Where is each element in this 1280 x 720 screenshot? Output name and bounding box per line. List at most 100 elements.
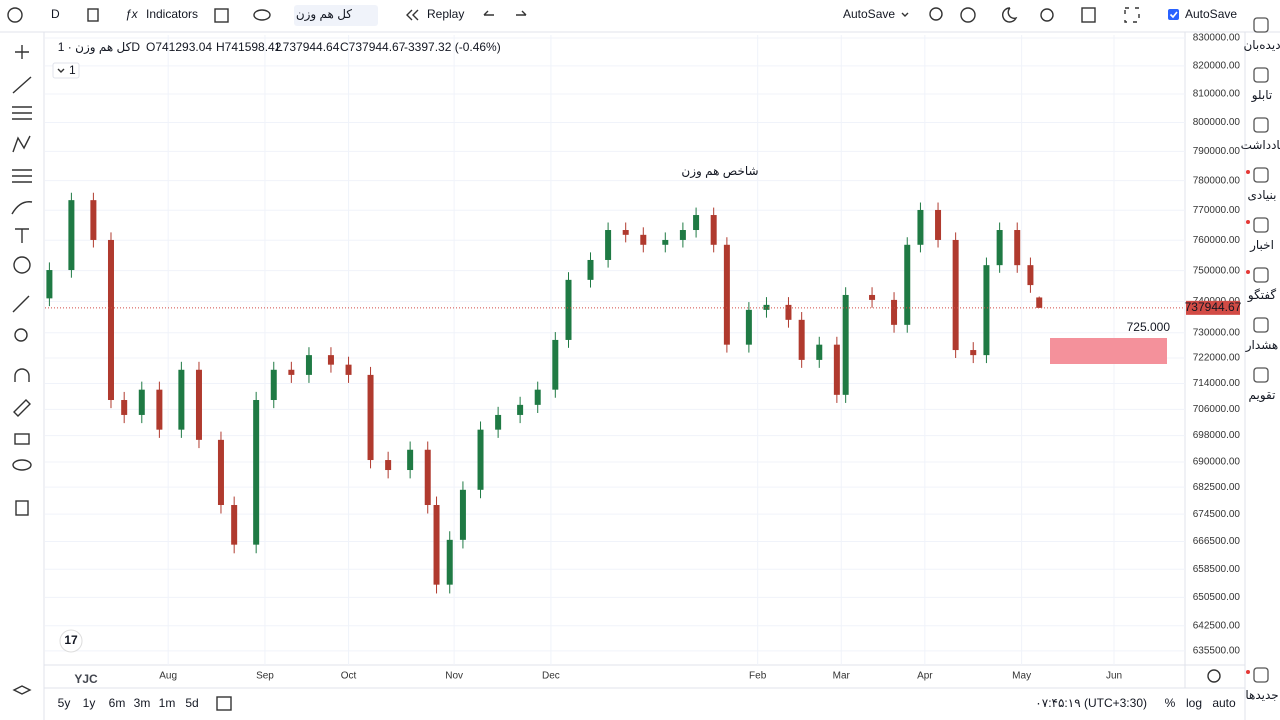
- candle-body: [424, 449, 431, 506]
- x-tick-label: May: [1012, 671, 1031, 682]
- goto-date-button[interactable]: [216, 696, 232, 711]
- candle-body: [534, 389, 541, 405]
- candle-body: [477, 429, 484, 490]
- chart-type-button[interactable]: [87, 8, 99, 22]
- delete-tool[interactable]: [15, 500, 29, 516]
- x-tick-label: Dec: [542, 671, 560, 682]
- drawing-tools: [11, 45, 33, 695]
- crosshair-tool[interactable]: [15, 45, 29, 59]
- x-tick-label: Sep: [256, 671, 274, 682]
- candle-body: [253, 400, 260, 545]
- y-tick-label: 666500.00: [1193, 536, 1241, 547]
- brush-tool[interactable]: [11, 201, 33, 215]
- sidebar-icon[interactable]: [1253, 267, 1269, 283]
- candle-body: [983, 265, 990, 356]
- replay-button[interactable]: Replay: [427, 7, 464, 21]
- candle-body: [459, 489, 466, 540]
- candle-body: [195, 369, 202, 440]
- plot-area: [45, 35, 1185, 665]
- last-price-label: 737944.67: [1185, 300, 1242, 314]
- prediction-tool[interactable]: [12, 169, 32, 183]
- tv-logo-mark: 17: [64, 633, 78, 647]
- auto-button[interactable]: auto: [1212, 696, 1236, 710]
- symbol-box[interactable]: [294, 5, 378, 26]
- range-button[interactable]: 6m: [109, 696, 126, 710]
- candle-body: [367, 374, 374, 461]
- replay-icon: [406, 9, 419, 21]
- candle-body: [138, 389, 145, 415]
- candle-body: [517, 404, 524, 415]
- sidebar-icon[interactable]: [1253, 217, 1269, 233]
- y-tick-label: 750000.00: [1193, 265, 1241, 276]
- range-button[interactable]: 5d: [185, 696, 198, 710]
- clock: ۰۷:۴۵:۱۹ (UTC+3:30): [1035, 696, 1147, 710]
- candle-body: [107, 239, 114, 401]
- candle-body: [869, 294, 876, 300]
- redo-button[interactable]: [516, 10, 527, 16]
- text-tool[interactable]: [15, 228, 29, 243]
- top-bar: [0, 0, 1280, 32]
- axis-settings[interactable]: [1207, 669, 1221, 683]
- undo-button[interactable]: [483, 10, 494, 16]
- y-tick-label: 722000.00: [1193, 353, 1241, 364]
- add-symbol-button[interactable]: [7, 7, 23, 23]
- notification-dot: [1246, 270, 1250, 274]
- indicators-button[interactable]: Indicators: [146, 7, 198, 21]
- sidebar-label: گفتگو: [1247, 288, 1277, 303]
- y-tick-label: 790000.00: [1193, 146, 1241, 157]
- candle-body: [385, 460, 392, 471]
- candle-body: [327, 355, 334, 365]
- toggle-icon: [57, 68, 65, 73]
- sidebar-icon[interactable]: [1253, 117, 1269, 133]
- lock-tool[interactable]: [14, 433, 30, 445]
- snapshot-button[interactable]: [1081, 7, 1096, 23]
- candle-body: [270, 369, 277, 401]
- candle-body: [679, 230, 686, 240]
- trendline-tool[interactable]: [12, 76, 32, 94]
- hide-button[interactable]: [253, 9, 271, 21]
- sidebar-icon[interactable]: [1253, 367, 1269, 383]
- candle-body: [305, 355, 312, 375]
- pattern-tool[interactable]: [12, 135, 31, 153]
- sidebar-icon[interactable]: [1253, 67, 1269, 83]
- notification-dot: [1246, 670, 1250, 674]
- share-button[interactable]: [1040, 8, 1054, 22]
- templates-button[interactable]: [214, 8, 229, 23]
- magnet-tool[interactable]: [14, 368, 30, 382]
- fullscreen-button[interactable]: [1124, 7, 1140, 23]
- measure-tool[interactable]: [12, 295, 30, 313]
- range-button[interactable]: 1m: [159, 696, 176, 710]
- log-button[interactable]: log: [1186, 696, 1202, 710]
- candle-body: [723, 244, 730, 345]
- visibility-tool[interactable]: [12, 459, 32, 471]
- candle-body: [407, 449, 414, 471]
- sidebar-icon[interactable]: [1253, 17, 1269, 33]
- tv-logo: [59, 629, 83, 653]
- candle-body: [433, 505, 440, 585]
- y-tick-label: 635500.00: [1193, 646, 1241, 657]
- range-button[interactable]: 3m: [134, 696, 151, 710]
- settings-button[interactable]: [960, 7, 976, 23]
- emoji-tool[interactable]: [13, 256, 31, 274]
- autosave-checkbox[interactable]: [1168, 9, 1179, 20]
- autosave-button[interactable]: AutoSave: [843, 7, 895, 21]
- y-tick-label: 650500.00: [1193, 592, 1241, 603]
- sidebar-icon[interactable]: [1253, 167, 1269, 183]
- range-button[interactable]: 5y: [58, 696, 71, 710]
- interval-button[interactable]: D: [51, 7, 60, 21]
- theme-button[interactable]: [1002, 7, 1018, 23]
- range-button[interactable]: 1y: [83, 696, 96, 710]
- layers-button[interactable]: [12, 685, 32, 695]
- stay-drawing-tool[interactable]: [13, 399, 31, 417]
- sidebar-icon[interactable]: [1253, 317, 1269, 333]
- search-button[interactable]: [929, 7, 943, 21]
- y-tick-label: 760000.00: [1193, 235, 1241, 246]
- legend-close: C737944.67: [340, 40, 406, 54]
- percent-button[interactable]: %: [1165, 696, 1176, 710]
- sidebar-icon[interactable]: [1253, 667, 1269, 683]
- zoom-tool[interactable]: [14, 328, 28, 342]
- fib-tool[interactable]: [12, 106, 32, 120]
- candle-body: [842, 294, 849, 395]
- legend-toggle[interactable]: [52, 62, 80, 79]
